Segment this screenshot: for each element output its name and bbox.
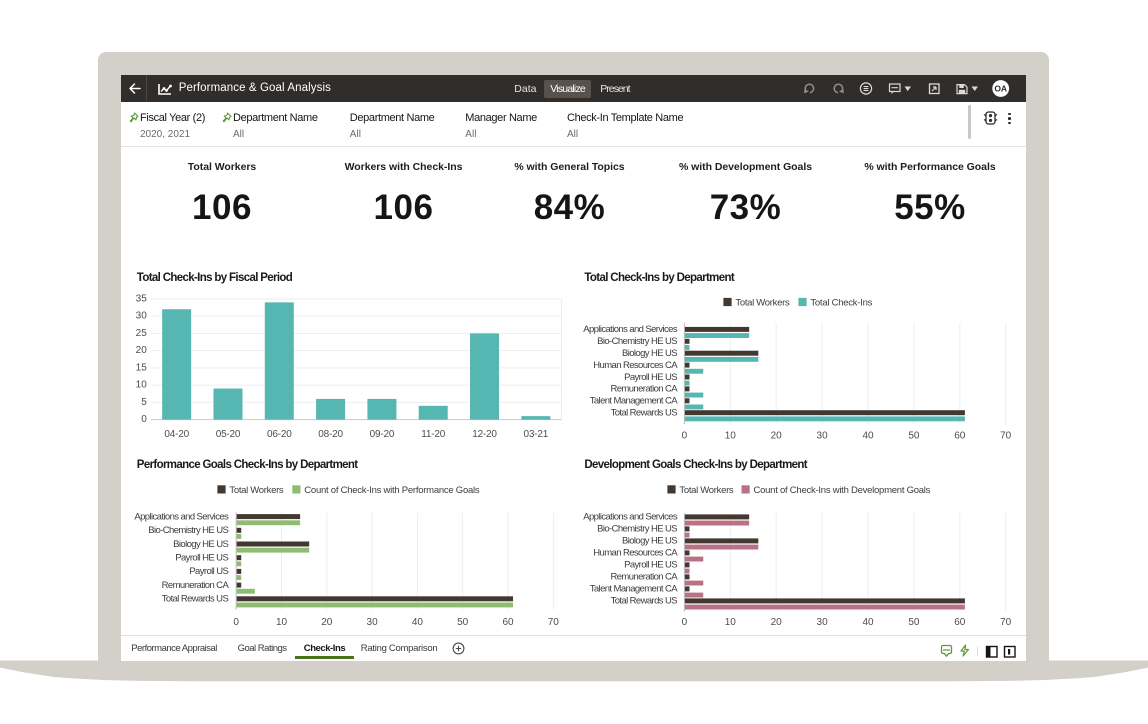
svg-text:Development Goals Check-Ins by: Development Goals Check-Ins by Departmen… xyxy=(584,459,807,471)
svg-text:15: 15 xyxy=(136,362,148,373)
svg-text:Applications and Services: Applications and Services xyxy=(134,511,229,522)
svg-text:25: 25 xyxy=(136,328,148,339)
svg-text:5: 5 xyxy=(141,397,147,408)
svg-text:Total Workers: Total Workers xyxy=(229,485,284,496)
svg-text:0: 0 xyxy=(682,617,688,628)
svg-text:30: 30 xyxy=(817,431,829,442)
svg-text:Payroll HE US: Payroll HE US xyxy=(624,372,677,383)
svg-text:Total Rewards US: Total Rewards US xyxy=(611,408,678,419)
svg-text:0: 0 xyxy=(141,414,147,425)
svg-text:Performance Goals Check-Ins by: Performance Goals Check-Ins by Departmen… xyxy=(137,459,358,471)
svg-text:30: 30 xyxy=(817,617,829,628)
svg-text:20: 20 xyxy=(136,345,148,356)
svg-text:Total Workers: Total Workers xyxy=(679,485,734,496)
svg-text:Remuneration CA: Remuneration CA xyxy=(162,580,230,591)
svg-text:Remuneration CA: Remuneration CA xyxy=(610,384,678,395)
svg-text:Talent Management CA: Talent Management CA xyxy=(590,396,679,407)
svg-text:Biology HE US: Biology HE US xyxy=(173,539,228,550)
svg-text:10: 10 xyxy=(725,431,737,442)
svg-text:60: 60 xyxy=(954,617,966,628)
svg-text:10: 10 xyxy=(725,617,737,628)
svg-text:06-20: 06-20 xyxy=(267,429,292,440)
svg-text:12-20: 12-20 xyxy=(472,429,497,440)
svg-text:40: 40 xyxy=(862,431,874,442)
svg-text:40: 40 xyxy=(412,617,424,628)
svg-text:Bio-Chemistry HE US: Bio-Chemistry HE US xyxy=(597,336,677,347)
svg-text:Applications and Services: Applications and Services xyxy=(583,324,678,335)
svg-text:Count of Check-Ins with Perfor: Count of Check-Ins with Performance Goal… xyxy=(304,485,480,496)
svg-text:70: 70 xyxy=(548,617,560,628)
svg-text:09-20: 09-20 xyxy=(370,429,395,440)
svg-text:08-20: 08-20 xyxy=(318,429,343,440)
svg-text:10: 10 xyxy=(276,617,288,628)
svg-text:60: 60 xyxy=(502,617,514,628)
svg-text:50: 50 xyxy=(457,617,469,628)
svg-text:Total Check-Ins by Department: Total Check-Ins by Department xyxy=(584,272,734,284)
svg-text:Remuneration CA: Remuneration CA xyxy=(610,572,678,583)
svg-text:11-20: 11-20 xyxy=(421,429,445,440)
svg-text:Talent Management CA: Talent Management CA xyxy=(590,584,679,595)
svg-text:60: 60 xyxy=(954,431,966,442)
svg-text:Human Resources CA: Human Resources CA xyxy=(593,548,678,559)
svg-text:Applications and Services: Applications and Services xyxy=(583,512,678,523)
svg-text:Total Rewards US: Total Rewards US xyxy=(162,594,229,605)
svg-text:OA: OA xyxy=(994,84,1007,94)
svg-text:Biology HE US: Biology HE US xyxy=(622,348,677,359)
svg-text:35: 35 xyxy=(136,293,148,304)
svg-text:0: 0 xyxy=(233,617,239,628)
svg-text:20: 20 xyxy=(771,431,783,442)
svg-text:0: 0 xyxy=(682,431,688,442)
svg-text:03-21: 03-21 xyxy=(524,429,549,440)
svg-text:Bio-Chemistry HE US: Bio-Chemistry HE US xyxy=(597,524,677,535)
svg-text:Payroll US: Payroll US xyxy=(189,566,228,577)
svg-text:10: 10 xyxy=(136,380,148,391)
svg-text:Human Resources CA: Human Resources CA xyxy=(593,360,678,371)
svg-text:50: 50 xyxy=(908,617,920,628)
svg-text:Total Workers: Total Workers xyxy=(735,297,790,308)
svg-text:70: 70 xyxy=(1000,617,1012,628)
svg-text:70: 70 xyxy=(1000,431,1012,442)
svg-text:Count of Check-Ins with Develo: Count of Check-Ins with Development Goal… xyxy=(754,485,931,496)
svg-text:05-20: 05-20 xyxy=(216,429,241,440)
svg-text:Payroll HE US: Payroll HE US xyxy=(175,553,228,564)
svg-text:30: 30 xyxy=(136,311,148,322)
svg-text:50: 50 xyxy=(908,431,920,442)
svg-text:04-20: 04-20 xyxy=(164,429,189,440)
svg-text:Payroll HE US: Payroll HE US xyxy=(624,560,677,571)
svg-text:Total Rewards US: Total Rewards US xyxy=(611,596,678,607)
svg-text:20: 20 xyxy=(321,617,333,628)
svg-text:30: 30 xyxy=(367,617,379,628)
svg-text:40: 40 xyxy=(862,617,874,628)
svg-text:Total Check-Ins: Total Check-Ins xyxy=(810,297,872,308)
svg-text:Total Check-Ins by Fiscal Peri: Total Check-Ins by Fiscal Period xyxy=(137,272,293,284)
svg-text:Biology HE US: Biology HE US xyxy=(622,536,677,547)
svg-text:Bio-Chemistry HE US: Bio-Chemistry HE US xyxy=(148,525,228,536)
svg-text:20: 20 xyxy=(771,617,783,628)
